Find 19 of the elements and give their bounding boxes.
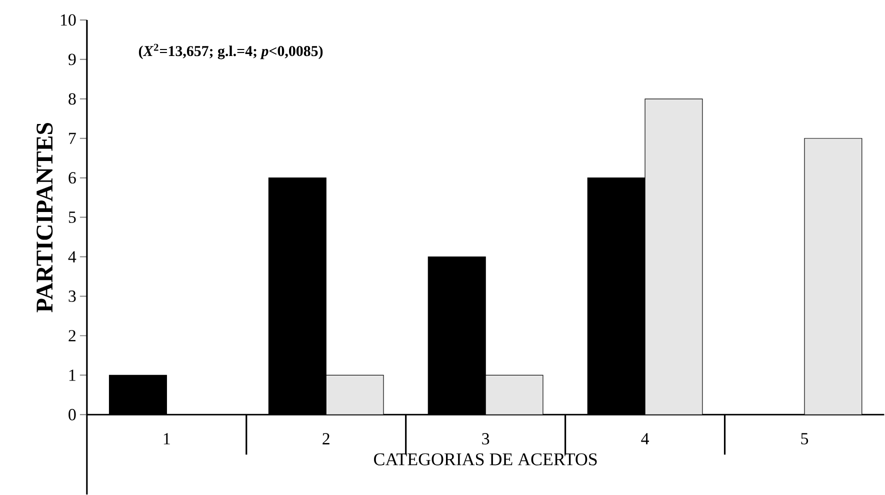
y-tick-label: 4: [68, 251, 76, 262]
y-tick-label: 1: [69, 369, 76, 381]
y-tick-label: 0: [68, 408, 76, 420]
x-tick-label: 5: [801, 432, 808, 444]
y-tick-label: 2: [68, 330, 76, 342]
y-tick-label: 5: [68, 211, 76, 223]
y-tick-label: 10: [60, 14, 76, 26]
text: (X$^{2}$=13,657; g.l.=4; p<0,0085): [138, 44, 323, 60]
y-tick-label: 8: [68, 93, 76, 104]
y-tick-label: 7: [69, 132, 76, 144]
x-tick-label: 2: [322, 432, 330, 444]
x-axis-title: CATEGORIAS DE ACERTOS: [374, 453, 597, 466]
y-tick-label: 9: [68, 54, 76, 65]
y-tick-label: 3: [68, 290, 76, 302]
x-tick-label: 1: [164, 432, 170, 444]
x-tick-label: 4: [641, 432, 649, 444]
y-tick-label: 6: [68, 172, 76, 184]
y-axis-title: PARTICIPANTES: [36, 122, 53, 312]
x-tick-label: 3: [482, 432, 490, 444]
